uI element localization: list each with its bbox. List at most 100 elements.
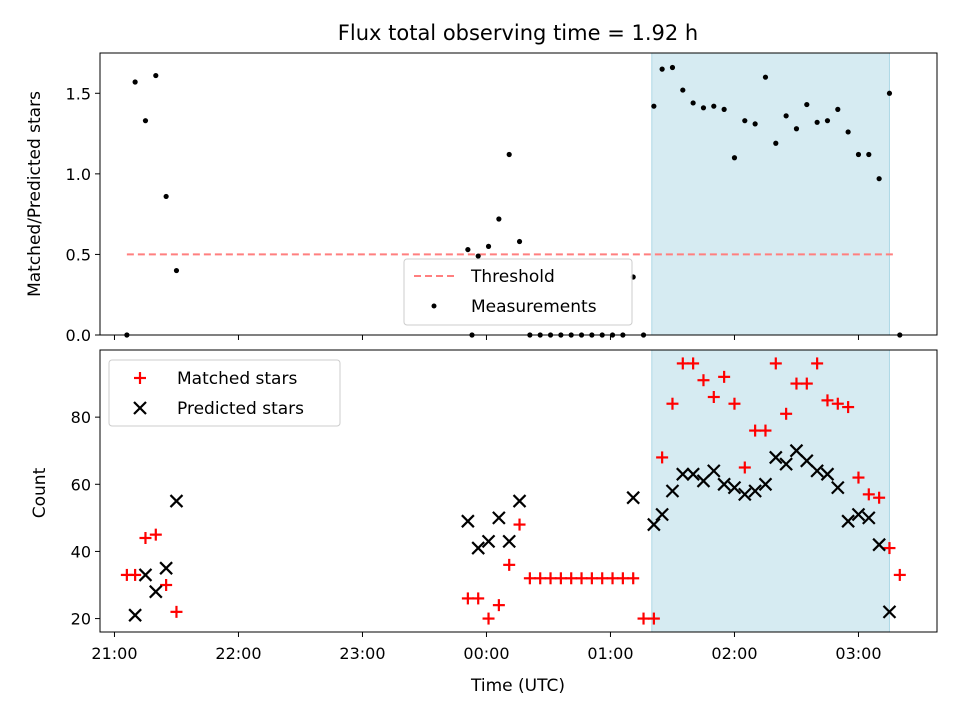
legend-predicted-swatch [133,401,147,415]
measurement-point [506,151,512,158]
measurement-point [680,87,686,93]
predicted-star-point [492,511,506,525]
y-tick-label: 80 [71,408,91,427]
predicted-star-point [758,477,773,492]
predicted-star-point [647,517,661,532]
matched-star-point [534,572,547,585]
predicted-star-point [800,454,814,468]
measurement-point [163,193,169,200]
predicted-star-point [128,608,142,622]
top-panel-x-ticks [113,335,859,340]
bottom-panel-series [120,357,906,625]
matched-star-point [718,370,731,383]
x-tick-label: 01:00 [587,644,633,663]
matched-star-point [831,397,844,410]
predicted-star-point [169,494,184,508]
predicted-star-point [810,464,824,478]
matched-star-point [492,599,505,612]
predicted-star-point [717,477,731,492]
bottom-panel-x-axis-label: Time (UTC) [470,676,565,696]
legend-threshold-label: Threshold [470,267,555,287]
predicted-star-point [696,474,711,488]
predicted-star-point [676,467,690,481]
matched-star-point [749,424,762,437]
matched-star-point [565,572,578,585]
bottom-panel-y-axis-label: Count [30,467,50,518]
predicted-star-point [769,450,783,465]
predicted-star-point [626,490,640,505]
top-legend-box [403,258,633,326]
measurement-point [690,100,696,106]
matched-star-point [842,401,855,414]
y-tick-label: 0.0 [66,326,91,345]
measurement-point [855,151,862,158]
predicted-star-point [159,561,173,575]
measurement-point [845,129,851,135]
predicted-star-point [748,484,762,498]
matched-star-point [821,394,834,407]
x-tick-label: 00:00 [463,644,509,663]
bottom-panel: 20 40 60 80 21:00 22:00 23:00 00:00 01:00 02:00 0… [30,349,938,696]
matched-star-point [523,572,536,585]
measurement-point [752,121,758,127]
matched-star-point [606,572,619,585]
matched-star-point [780,407,793,420]
matched-star-point [800,377,813,390]
y-tick-label: 40 [71,542,91,561]
predicted-star-point [665,484,680,498]
top-panel-shaded-region [651,52,890,336]
measurement-point [866,151,872,158]
matched-star-point [575,572,588,585]
matched-star-point [596,572,609,585]
measurement-point [721,106,727,112]
matched-star-point [544,572,557,585]
matched-star-point [139,532,152,544]
bottom-panel-frame [99,349,938,633]
measurement-point [876,176,882,182]
matched-star-point [790,377,803,390]
matched-star-point [697,374,710,387]
predicted-star-point [481,534,496,549]
predicted-star-point [779,457,793,471]
matched-star-point [461,592,474,605]
matched-star-point [769,357,782,370]
predicted-star-point [471,541,485,555]
matched-star-point [811,357,824,370]
matched-star-point [883,542,896,555]
measurement-point [475,253,481,259]
matched-star-point [513,518,526,531]
predicted-star-point [686,467,700,481]
x-tick-label: 23:00 [339,644,385,663]
measurement-point [804,101,810,108]
matched-star-point [738,461,751,474]
legend-matched-label: Matched stars [177,369,297,389]
measurement-point [142,118,149,124]
matched-star-point [170,605,183,618]
predicted-star-point [882,605,897,619]
measurement-point [824,118,831,124]
predicted-star-point [789,443,804,458]
measurement-point [814,119,820,125]
predicted-star-point [707,464,721,478]
predicted-star-point [738,487,752,502]
predicted-star-point [149,584,163,599]
matched-star-point [862,488,875,501]
matched-star-point [873,491,886,504]
legend-matched-swatch [134,372,146,384]
matched-star-point [585,572,598,585]
matched-star-point [852,471,865,484]
predicted-star-point [655,507,669,522]
top-panel-y-ticks: 0.0 0.5 1.0 1.5 [66,84,100,345]
bottom-panel-x-ticks: 21:00 22:00 23:00 00:00 01:00 02:00 03:00 [91,632,882,663]
predicted-star-point [461,514,475,528]
bottom-panel-y-ticks: 20 40 60 80 [71,408,100,629]
predicted-star-point [862,511,876,525]
matched-star-point [482,612,495,625]
top-panel-series [124,64,903,338]
y-tick-label: 0.5 [66,245,91,264]
predicted-star-point [841,514,855,528]
measurement-point [465,246,471,253]
measurement-point [700,105,707,111]
measurement-point [793,126,800,132]
